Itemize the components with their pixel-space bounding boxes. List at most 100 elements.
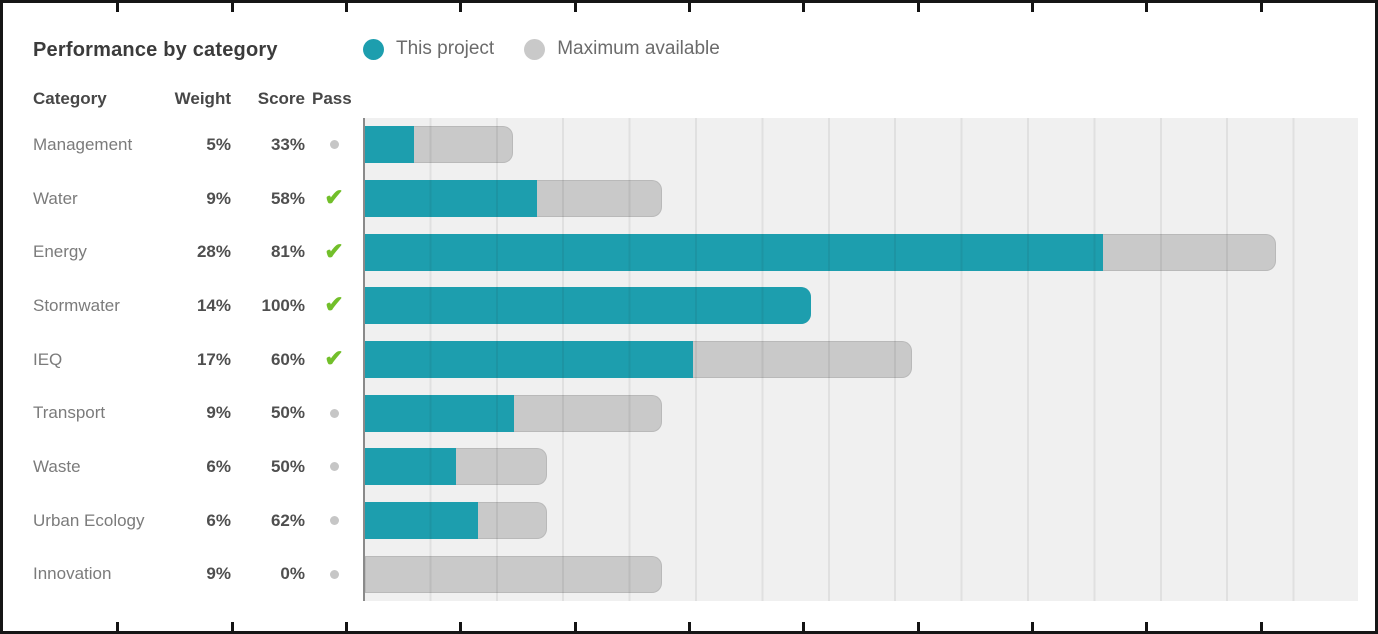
pass-check-icon: ✔	[324, 291, 344, 318]
fail-dot-icon	[329, 516, 339, 526]
legend-item-maximum-available: Maximum available	[524, 38, 720, 60]
pass-check-icon: ✔	[324, 345, 344, 372]
category-label: Energy	[33, 242, 87, 262]
category-rows: Management 5% 33% Water 9% 58% ✔ Energy …	[33, 118, 1358, 601]
this-project-bar	[365, 341, 693, 379]
weight-value: 9%	[206, 188, 231, 208]
header-pass: Pass	[312, 89, 352, 108]
fail-dot-icon	[329, 462, 339, 472]
score-value: 50%	[270, 403, 305, 423]
border-tick	[1259, 622, 1263, 631]
table-row: Water 9% 58% ✔	[33, 172, 1358, 226]
border-tick	[459, 3, 463, 12]
category-label: Urban Ecology	[33, 510, 145, 530]
pass-cell	[305, 516, 363, 526]
score-value: 100%	[261, 295, 305, 315]
weight-value: 9%	[206, 564, 231, 584]
this-project-bar	[365, 394, 514, 432]
pass-cell: ✔	[305, 186, 363, 210]
max-available-bar	[365, 287, 811, 325]
score-value: 60%	[270, 349, 305, 369]
top-border-ticks	[3, 3, 1375, 12]
border-tick	[1031, 3, 1034, 12]
max-available-bar	[365, 555, 663, 593]
weight-value: 28%	[196, 242, 231, 262]
category-label: Water	[33, 188, 78, 208]
table-row: Management 5% 33%	[33, 118, 1358, 172]
bottom-border-ticks	[3, 622, 1375, 631]
this-project-dot-icon	[363, 38, 384, 60]
pass-cell	[305, 140, 363, 150]
table-row: Waste 6% 50%	[33, 440, 1358, 494]
border-tick	[916, 622, 920, 631]
border-tick	[1259, 3, 1263, 12]
border-tick	[688, 3, 691, 12]
max-available-bar	[365, 341, 912, 379]
chart-area: Management 5% 33% Water 9% 58% ✔ Energy …	[33, 118, 1358, 601]
pass-cell	[305, 569, 363, 579]
pass-cell	[305, 408, 363, 418]
category-label: Management	[33, 134, 133, 154]
border-tick	[459, 622, 463, 631]
border-tick	[1145, 622, 1149, 631]
weight-value: 5%	[206, 134, 231, 154]
border-tick	[573, 3, 577, 12]
pass-check-icon: ✔	[324, 237, 344, 264]
header-category: Category	[33, 89, 107, 108]
pass-cell	[305, 462, 363, 472]
pass-cell: ✔	[305, 291, 363, 318]
border-tick	[116, 622, 120, 631]
border-tick	[1031, 622, 1034, 631]
category-label: Transport	[33, 403, 106, 423]
this-project-bar	[365, 126, 414, 164]
max-available-bar	[365, 502, 548, 540]
border-tick	[916, 3, 920, 12]
this-project-bar	[365, 233, 1103, 271]
table-row: Stormwater 14% 100% ✔	[33, 279, 1358, 333]
this-project-bar	[365, 448, 457, 486]
border-tick	[345, 622, 348, 631]
fail-dot-icon	[329, 408, 339, 418]
legend-label: This project	[396, 38, 495, 59]
score-value: 62%	[270, 510, 305, 530]
weight-value: 17%	[196, 349, 231, 369]
category-label: Innovation	[33, 564, 112, 584]
max-available-bar	[365, 233, 1277, 271]
border-tick	[802, 3, 806, 12]
category-label: Waste	[33, 456, 81, 476]
score-value: 58%	[270, 188, 305, 208]
table-row: Innovation 9% 0%	[33, 547, 1358, 601]
max-available-bar	[365, 126, 514, 164]
header-weight: Weight	[174, 89, 231, 108]
border-tick	[230, 3, 234, 12]
fail-dot-icon	[329, 569, 339, 579]
border-tick	[345, 3, 348, 12]
max-available-bar	[365, 394, 663, 432]
max-available-bar	[365, 448, 548, 486]
score-value: 50%	[270, 456, 305, 476]
maximum-available-dot-icon	[524, 38, 546, 60]
weight-value: 9%	[206, 403, 231, 423]
table-row: Transport 9% 50%	[33, 386, 1358, 440]
table-row: IEQ 17% 60% ✔	[33, 333, 1358, 387]
border-tick	[116, 3, 120, 12]
border-tick	[573, 622, 577, 631]
weight-value: 6%	[206, 456, 231, 476]
this-project-bar	[365, 502, 478, 540]
border-tick	[802, 622, 806, 631]
weight-value: 14%	[196, 295, 231, 315]
score-value: 33%	[270, 134, 305, 154]
legend-item-this-project: This project	[363, 38, 494, 60]
legend-label: Maximum available	[557, 38, 720, 59]
max-available-bar	[365, 180, 663, 217]
header-score: Score	[257, 89, 305, 108]
score-value: 0%	[280, 564, 305, 584]
border-tick	[230, 622, 234, 631]
this-project-bar	[365, 287, 811, 325]
table-header-row: Category Weight Score Pass	[33, 89, 363, 109]
category-label: Stormwater	[33, 295, 120, 315]
fail-dot-icon	[329, 140, 339, 150]
chart-legend: This project Maximum available	[363, 38, 720, 60]
category-label: IEQ	[33, 349, 63, 369]
